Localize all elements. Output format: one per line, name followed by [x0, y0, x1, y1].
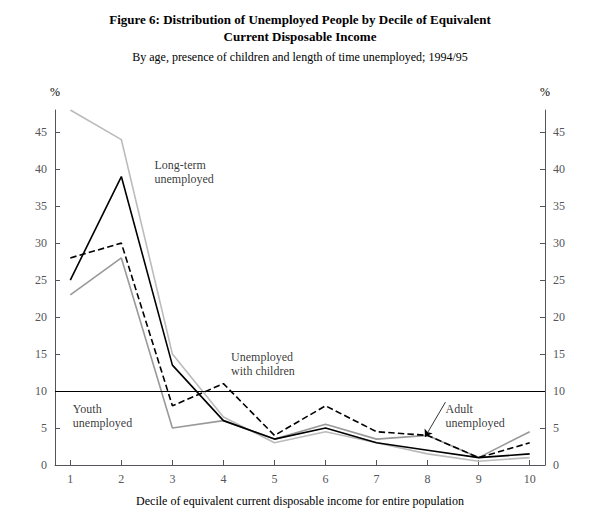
svg-text:%: %: [540, 85, 550, 99]
svg-text:20: 20: [35, 310, 47, 324]
svg-text:Current Disposable Income: Current Disposable Income: [224, 29, 377, 44]
svg-text:1: 1: [67, 472, 73, 486]
svg-text:Decile of equivalent current d: Decile of equivalent current disposable …: [136, 494, 464, 508]
svg-text:30: 30: [553, 236, 565, 250]
svg-text:Youth: Youth: [73, 402, 102, 416]
svg-text:4: 4: [220, 472, 226, 486]
svg-text:Unemployed: Unemployed: [231, 350, 293, 364]
svg-text:35: 35: [35, 199, 47, 213]
svg-text:35: 35: [553, 199, 565, 213]
svg-text:Figure 6: Distribution of Unem: Figure 6: Distribution of Unemployed Peo…: [109, 12, 491, 27]
svg-text:By age, presence of children a: By age, presence of children and length …: [132, 50, 468, 64]
svg-text:%: %: [50, 85, 60, 99]
svg-text:9: 9: [476, 472, 482, 486]
svg-text:unemployed: unemployed: [445, 416, 504, 430]
svg-text:30: 30: [35, 236, 47, 250]
svg-text:5: 5: [41, 421, 47, 435]
svg-text:25: 25: [35, 273, 47, 287]
svg-text:40: 40: [553, 162, 565, 176]
svg-text:10: 10: [524, 472, 536, 486]
svg-text:5: 5: [553, 421, 559, 435]
svg-text:0: 0: [41, 458, 47, 472]
svg-text:10: 10: [553, 384, 565, 398]
svg-text:10: 10: [35, 384, 47, 398]
svg-text:Adult: Adult: [445, 402, 473, 416]
svg-text:15: 15: [35, 347, 47, 361]
svg-text:2: 2: [118, 472, 124, 486]
svg-text:7: 7: [374, 472, 380, 486]
svg-text:3: 3: [169, 472, 175, 486]
svg-text:45: 45: [35, 125, 47, 139]
svg-text:6: 6: [323, 472, 329, 486]
svg-text:5: 5: [271, 472, 277, 486]
svg-text:45: 45: [553, 125, 565, 139]
svg-text:25: 25: [553, 273, 565, 287]
svg-text:Long-term: Long-term: [155, 158, 207, 172]
svg-text:20: 20: [553, 310, 565, 324]
svg-text:40: 40: [35, 162, 47, 176]
svg-text:with children: with children: [231, 364, 295, 378]
svg-text:unemployed: unemployed: [73, 416, 132, 430]
svg-text:8: 8: [425, 472, 431, 486]
svg-text:15: 15: [553, 347, 565, 361]
svg-text:unemployed: unemployed: [155, 172, 214, 186]
svg-text:0: 0: [553, 458, 559, 472]
